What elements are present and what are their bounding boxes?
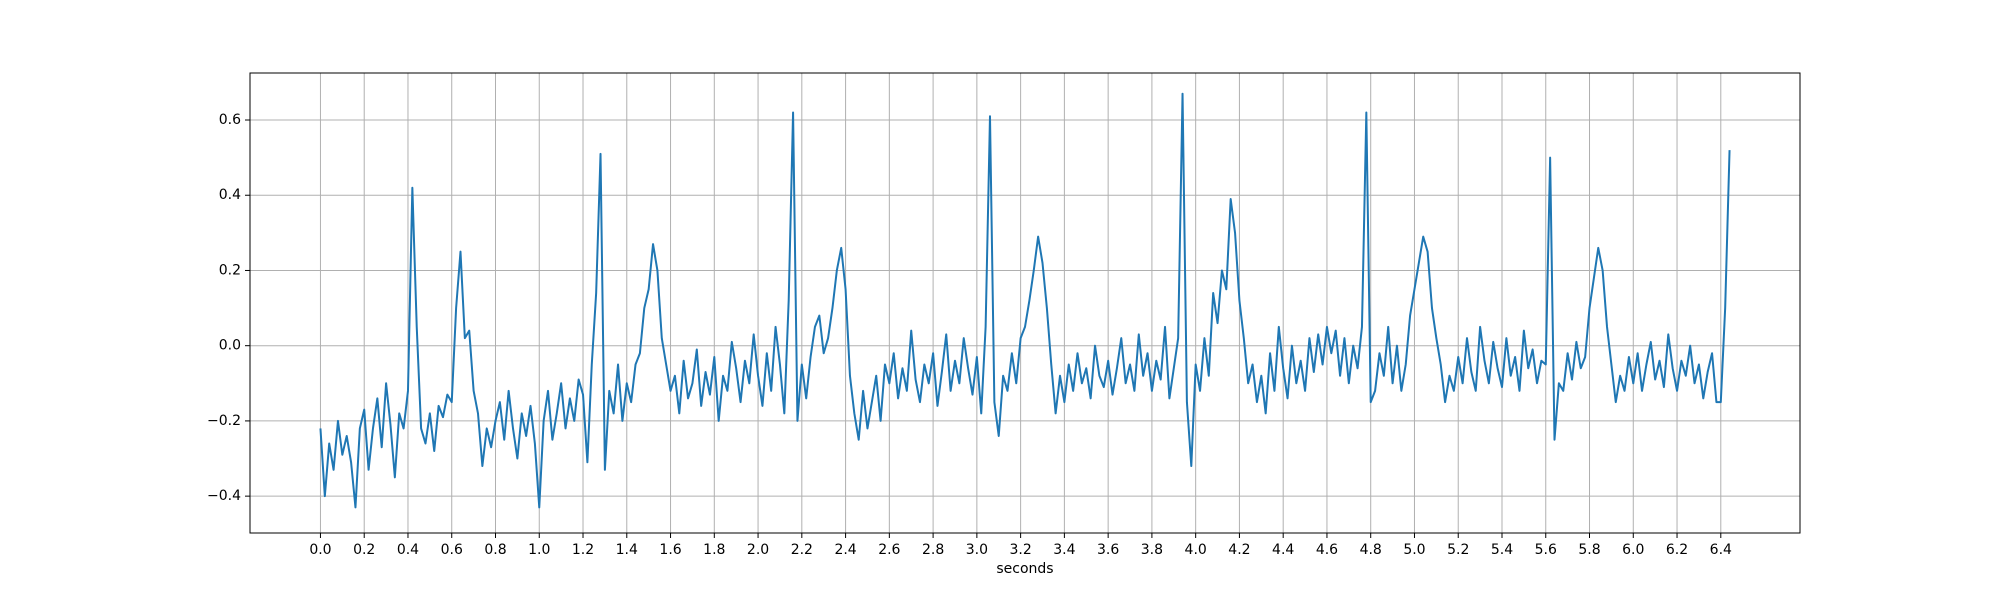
data-line xyxy=(319,92,1731,509)
x-tick-label: 4.4 xyxy=(1272,542,1294,558)
x-tick-label: 3.2 xyxy=(1009,542,1031,558)
x-tick-label: 3.8 xyxy=(1141,542,1163,558)
x-tick-label: 1.2 xyxy=(572,542,594,558)
x-tick-label: 1.6 xyxy=(659,542,681,558)
x-tick-label: 0.0 xyxy=(309,542,331,558)
x-tick-label: 6.4 xyxy=(1710,542,1732,558)
x-tick-label: 1.4 xyxy=(616,542,638,558)
x-tick-label: 0.4 xyxy=(397,542,419,558)
x-tick-label: 3.6 xyxy=(1097,542,1119,558)
x-tick-label: 5.8 xyxy=(1578,542,1600,558)
plot-frame xyxy=(249,72,1801,534)
x-tick-label: 5.2 xyxy=(1447,542,1469,558)
x-tick-label: 4.6 xyxy=(1316,542,1338,558)
x-tick-label: 6.0 xyxy=(1622,542,1644,558)
x-tick-label: 1.0 xyxy=(528,542,550,558)
x-tick-label: 5.4 xyxy=(1491,542,1513,558)
y-tick-label: −0.4 xyxy=(207,488,241,504)
y-tick-label: 0.6 xyxy=(219,112,241,128)
x-tick-label: 2.6 xyxy=(878,542,900,558)
x-tick-label: 4.2 xyxy=(1228,542,1250,558)
x-tick-label: 6.2 xyxy=(1666,542,1688,558)
x-tick-label: 4.0 xyxy=(1185,542,1207,558)
x-tick-label: 0.2 xyxy=(353,542,375,558)
y-tick-label: 0.0 xyxy=(219,338,241,354)
x-tick-label: 5.6 xyxy=(1535,542,1557,558)
x-tick-label: 2.2 xyxy=(791,542,813,558)
x-tick-label: 0.6 xyxy=(441,542,463,558)
y-tick-label: 0.4 xyxy=(219,187,241,203)
x-tick-label: 5.0 xyxy=(1403,542,1425,558)
y-tick-label: 0.2 xyxy=(219,262,241,278)
x-tick-label: 3.0 xyxy=(966,542,988,558)
x-tick-label: 2.8 xyxy=(922,542,944,558)
x-tick-label: 0.8 xyxy=(484,542,506,558)
x-tick-label: 4.8 xyxy=(1360,542,1382,558)
x-tick-label: 1.8 xyxy=(703,542,725,558)
x-tick-label: 2.0 xyxy=(747,542,769,558)
x-axis-label: seconds xyxy=(996,561,1053,577)
x-tick-label: 2.4 xyxy=(834,542,856,558)
y-tick-label: −0.2 xyxy=(207,413,241,429)
x-tick-label: 3.4 xyxy=(1053,542,1075,558)
